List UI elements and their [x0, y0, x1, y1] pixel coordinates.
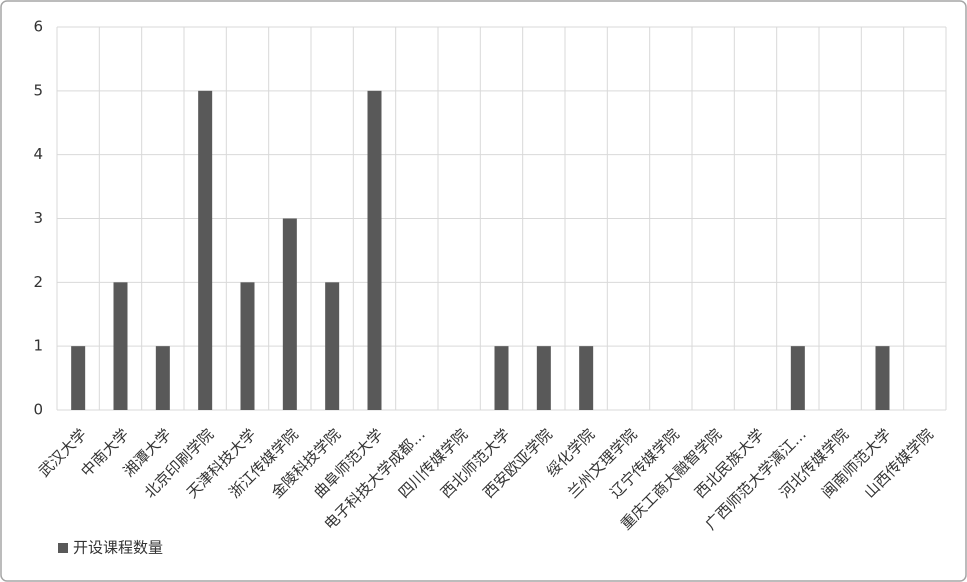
- bar: [790, 346, 805, 410]
- y-tick-label: 4: [33, 145, 43, 163]
- bar: [494, 346, 509, 410]
- bar: [579, 346, 594, 410]
- bar: [282, 218, 297, 410]
- legend-swatch: [58, 543, 68, 553]
- bar: [240, 282, 255, 410]
- bar: [198, 90, 213, 410]
- bar: [155, 346, 170, 410]
- bar: [325, 282, 340, 410]
- y-tick-label: 0: [33, 401, 43, 419]
- bar: [875, 346, 890, 410]
- y-tick-label: 5: [33, 81, 43, 99]
- y-tick-label: 1: [33, 337, 43, 355]
- y-tick-label: 2: [33, 273, 43, 291]
- y-tick-label: 6: [33, 18, 43, 36]
- y-tick-label: 3: [33, 209, 43, 227]
- bar: [367, 90, 382, 410]
- bar: [113, 282, 128, 410]
- bar: [71, 346, 86, 410]
- bar: [536, 346, 551, 410]
- legend-label: 开设课程数量: [73, 539, 163, 557]
